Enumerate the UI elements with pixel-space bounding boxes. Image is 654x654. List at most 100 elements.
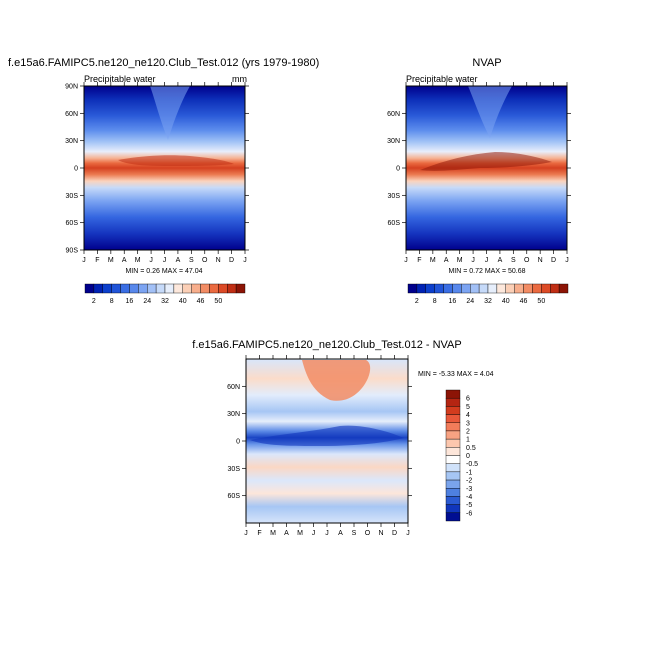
colorbar-swatch: [445, 389, 461, 399]
x-tick-label: A: [498, 257, 503, 264]
x-tick-label: J: [244, 530, 248, 537]
y-tick-label: 0: [74, 166, 78, 173]
x-tick-label: A: [444, 257, 449, 264]
x-tick-label: J: [406, 530, 410, 537]
panel-obs-y-axis: 60N 30N 0 30S 60S: [387, 111, 571, 227]
colorbar-swatch: [496, 283, 506, 294]
colorbar-swatch: [461, 283, 471, 294]
colorbar-swatch: [445, 455, 461, 464]
y-tick-label: 60N: [227, 384, 240, 391]
colorbar-swatch: [102, 283, 112, 294]
colorbar-swatch: [445, 496, 461, 505]
colorbar-label: 50: [214, 298, 222, 305]
y-tick-label: 0: [236, 439, 240, 446]
panel-diff-arctic-positive: [302, 360, 371, 401]
colorbar-swatch: [407, 283, 418, 294]
colorbar-swatch: [93, 283, 103, 294]
y-tick-label: 30N: [227, 411, 240, 418]
y-tick-label: 30S: [66, 193, 79, 200]
colorbar-label: 4: [466, 412, 470, 419]
panel-obs-subtitle: Precipitable water: [406, 74, 478, 84]
colorbar-label: -6: [466, 510, 472, 517]
colorbar-swatch: [541, 283, 551, 294]
y-tick-label: 30N: [65, 138, 78, 145]
colorbar-label: 32: [484, 298, 492, 305]
panel-model-subtitle: Precipitable water: [84, 74, 156, 84]
panel-obs-title: NVAP: [472, 57, 501, 69]
colorbar-swatch: [182, 283, 192, 294]
x-tick-label: D: [392, 530, 397, 537]
x-tick-label: J: [163, 257, 167, 264]
colorbar-label: 46: [520, 298, 528, 305]
x-tick-label: O: [524, 257, 530, 264]
x-tick-label: N: [378, 530, 383, 537]
colorbar-label: 6: [466, 396, 470, 403]
colorbar-swatch: [164, 283, 175, 294]
colorbar-swatch: [227, 283, 237, 294]
x-tick-label: J: [565, 257, 569, 264]
x-tick-label: O: [202, 257, 208, 264]
colorbar-swatch: [445, 463, 461, 473]
colorbar-swatch: [487, 283, 498, 294]
colorbar-swatch: [505, 283, 515, 294]
colorbar-swatch: [532, 283, 542, 294]
y-tick-label: 60N: [65, 111, 78, 118]
x-tick-label: J: [149, 257, 153, 264]
colorbar-label: 8: [433, 298, 437, 305]
colorbar-label: 40: [502, 298, 510, 305]
colorbar-swatch: [218, 283, 228, 294]
colorbar-label: 0.5: [466, 445, 476, 452]
colorbar-label: -4: [466, 494, 472, 501]
colorbar-swatch: [235, 283, 246, 294]
colorbar-swatch: [445, 430, 461, 440]
colorbar-swatch: [443, 283, 453, 294]
x-tick-label: J: [325, 530, 329, 537]
x-tick-label: A: [284, 530, 289, 537]
y-tick-label: 90N: [65, 84, 78, 91]
colorbar-swatch: [416, 283, 426, 294]
colorbar-label: 8: [110, 298, 114, 305]
panel-obs-arctic-tongue: [468, 86, 512, 138]
colorbar-swatch: [514, 283, 524, 294]
colorbar-label: 16: [449, 298, 457, 305]
colorbar-swatch: [452, 283, 462, 294]
x-tick-label: M: [135, 257, 141, 264]
colorbar-label: -1: [466, 469, 472, 476]
x-tick-label: S: [189, 257, 194, 264]
colorbar-swatch: [470, 283, 480, 294]
y-tick-label: 60N: [387, 111, 400, 118]
x-tick-label: M: [108, 257, 114, 264]
x-tick-label: J: [82, 257, 86, 264]
colorbar-swatch: [191, 283, 201, 294]
colorbar-swatch: [445, 406, 461, 415]
y-tick-label: 60S: [228, 493, 241, 500]
panel-model-stats: MIN = 0.26 MAX = 47.04: [125, 268, 202, 275]
panel-diff-y-axis: 60N 30N 0 30S 60S: [227, 384, 412, 500]
x-tick-label: D: [551, 257, 556, 264]
colorbar-swatch: [445, 438, 461, 448]
x-tick-label: A: [122, 257, 127, 264]
x-tick-label: M: [270, 530, 276, 537]
x-tick-label: J: [471, 257, 475, 264]
panel-model-colorbar: 2 8 16 24 32 40 46 50: [84, 283, 246, 305]
colorbar-label: 24: [143, 298, 151, 305]
colorbar-swatch: [111, 283, 121, 294]
x-tick-label: N: [538, 257, 543, 264]
panel-model: f.e15a6.FAMIPC5.ne120_ne120.Club_Test.01…: [8, 57, 319, 305]
x-tick-label: F: [417, 257, 421, 264]
x-tick-label: S: [511, 257, 516, 264]
colorbar-label: 0: [466, 453, 470, 460]
colorbar-label: 2: [466, 428, 470, 435]
colorbar-swatch: [550, 283, 560, 294]
x-tick-label: A: [338, 530, 343, 537]
x-tick-label: J: [243, 257, 247, 264]
y-tick-label: 30N: [387, 138, 400, 145]
colorbar-label: 32: [161, 298, 169, 305]
colorbar-label: 2: [92, 298, 96, 305]
colorbar-label: 2: [415, 298, 419, 305]
x-tick-label: D: [229, 257, 234, 264]
colorbar-swatch: [209, 283, 219, 294]
